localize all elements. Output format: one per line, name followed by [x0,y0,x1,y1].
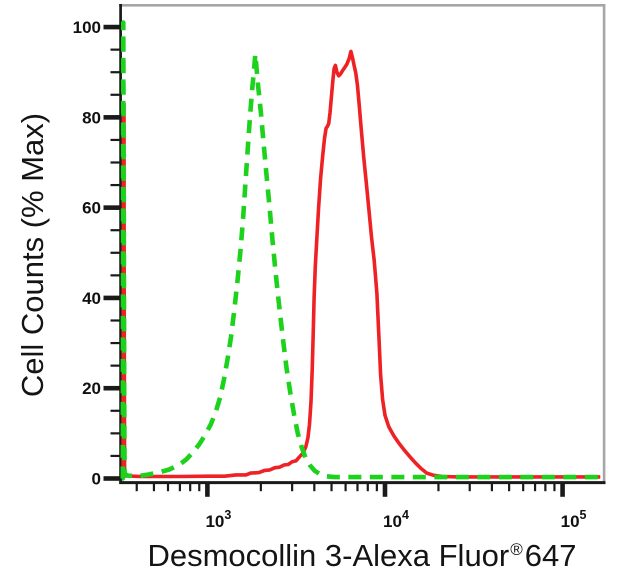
x-tick-label: 103 [205,508,231,531]
x-axis-title: Desmocollin 3-Alexa Fluor®647 [88,538,636,574]
x-tick-exponent: 3 [224,508,231,522]
x-tick-exponent: 4 [402,508,409,522]
y-tick-label: 20 [82,379,101,398]
y-tick-label: 0 [92,470,101,489]
x-tick-label: 104 [383,508,409,531]
series-red_solid-curve [121,49,601,481]
x-axis-title-number: 647 [524,538,577,573]
x-tick-exponent: 5 [580,508,587,522]
x-tick-label: 105 [561,508,587,531]
y-axis-title: Cell Counts (% Max) [15,113,51,397]
y-tick-label: 100 [73,18,101,37]
series-green_dashed-curve [120,20,599,481]
y-tick-label: 60 [82,199,101,218]
registered-trademark-symbol: ® [510,540,523,559]
y-axis-title-text: Cell Counts (% Max) [15,112,50,398]
x-axis-title-main: Desmocollin 3-Alexa Fluor [147,538,510,573]
y-tick-label: 80 [82,108,101,127]
y-tick-label: 40 [82,289,101,308]
